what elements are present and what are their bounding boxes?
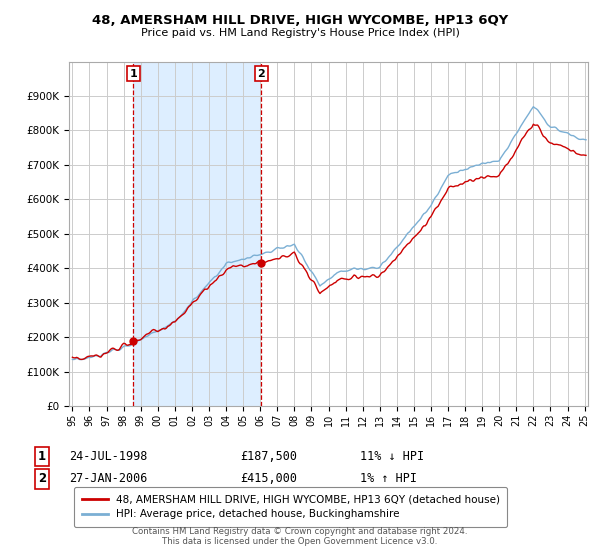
Text: Price paid vs. HM Land Registry's House Price Index (HPI): Price paid vs. HM Land Registry's House …: [140, 28, 460, 38]
Text: 11% ↓ HPI: 11% ↓ HPI: [360, 450, 424, 463]
Text: 1% ↑ HPI: 1% ↑ HPI: [360, 472, 417, 486]
Text: 24-JUL-1998: 24-JUL-1998: [69, 450, 148, 463]
Text: 1: 1: [130, 69, 137, 78]
Text: 48, AMERSHAM HILL DRIVE, HIGH WYCOMBE, HP13 6QY: 48, AMERSHAM HILL DRIVE, HIGH WYCOMBE, H…: [92, 14, 508, 27]
Bar: [133, 62, 262, 406]
Text: 2: 2: [257, 69, 265, 78]
Text: 27-JAN-2006: 27-JAN-2006: [69, 472, 148, 486]
Text: 2: 2: [38, 472, 46, 486]
Text: £187,500: £187,500: [240, 450, 297, 463]
Text: Contains HM Land Registry data © Crown copyright and database right 2024.
This d: Contains HM Land Registry data © Crown c…: [132, 526, 468, 546]
Legend: 48, AMERSHAM HILL DRIVE, HIGH WYCOMBE, HP13 6QY (detached house), HPI: Average p: 48, AMERSHAM HILL DRIVE, HIGH WYCOMBE, H…: [74, 487, 507, 527]
Text: 1: 1: [38, 450, 46, 463]
Text: £415,000: £415,000: [240, 472, 297, 486]
